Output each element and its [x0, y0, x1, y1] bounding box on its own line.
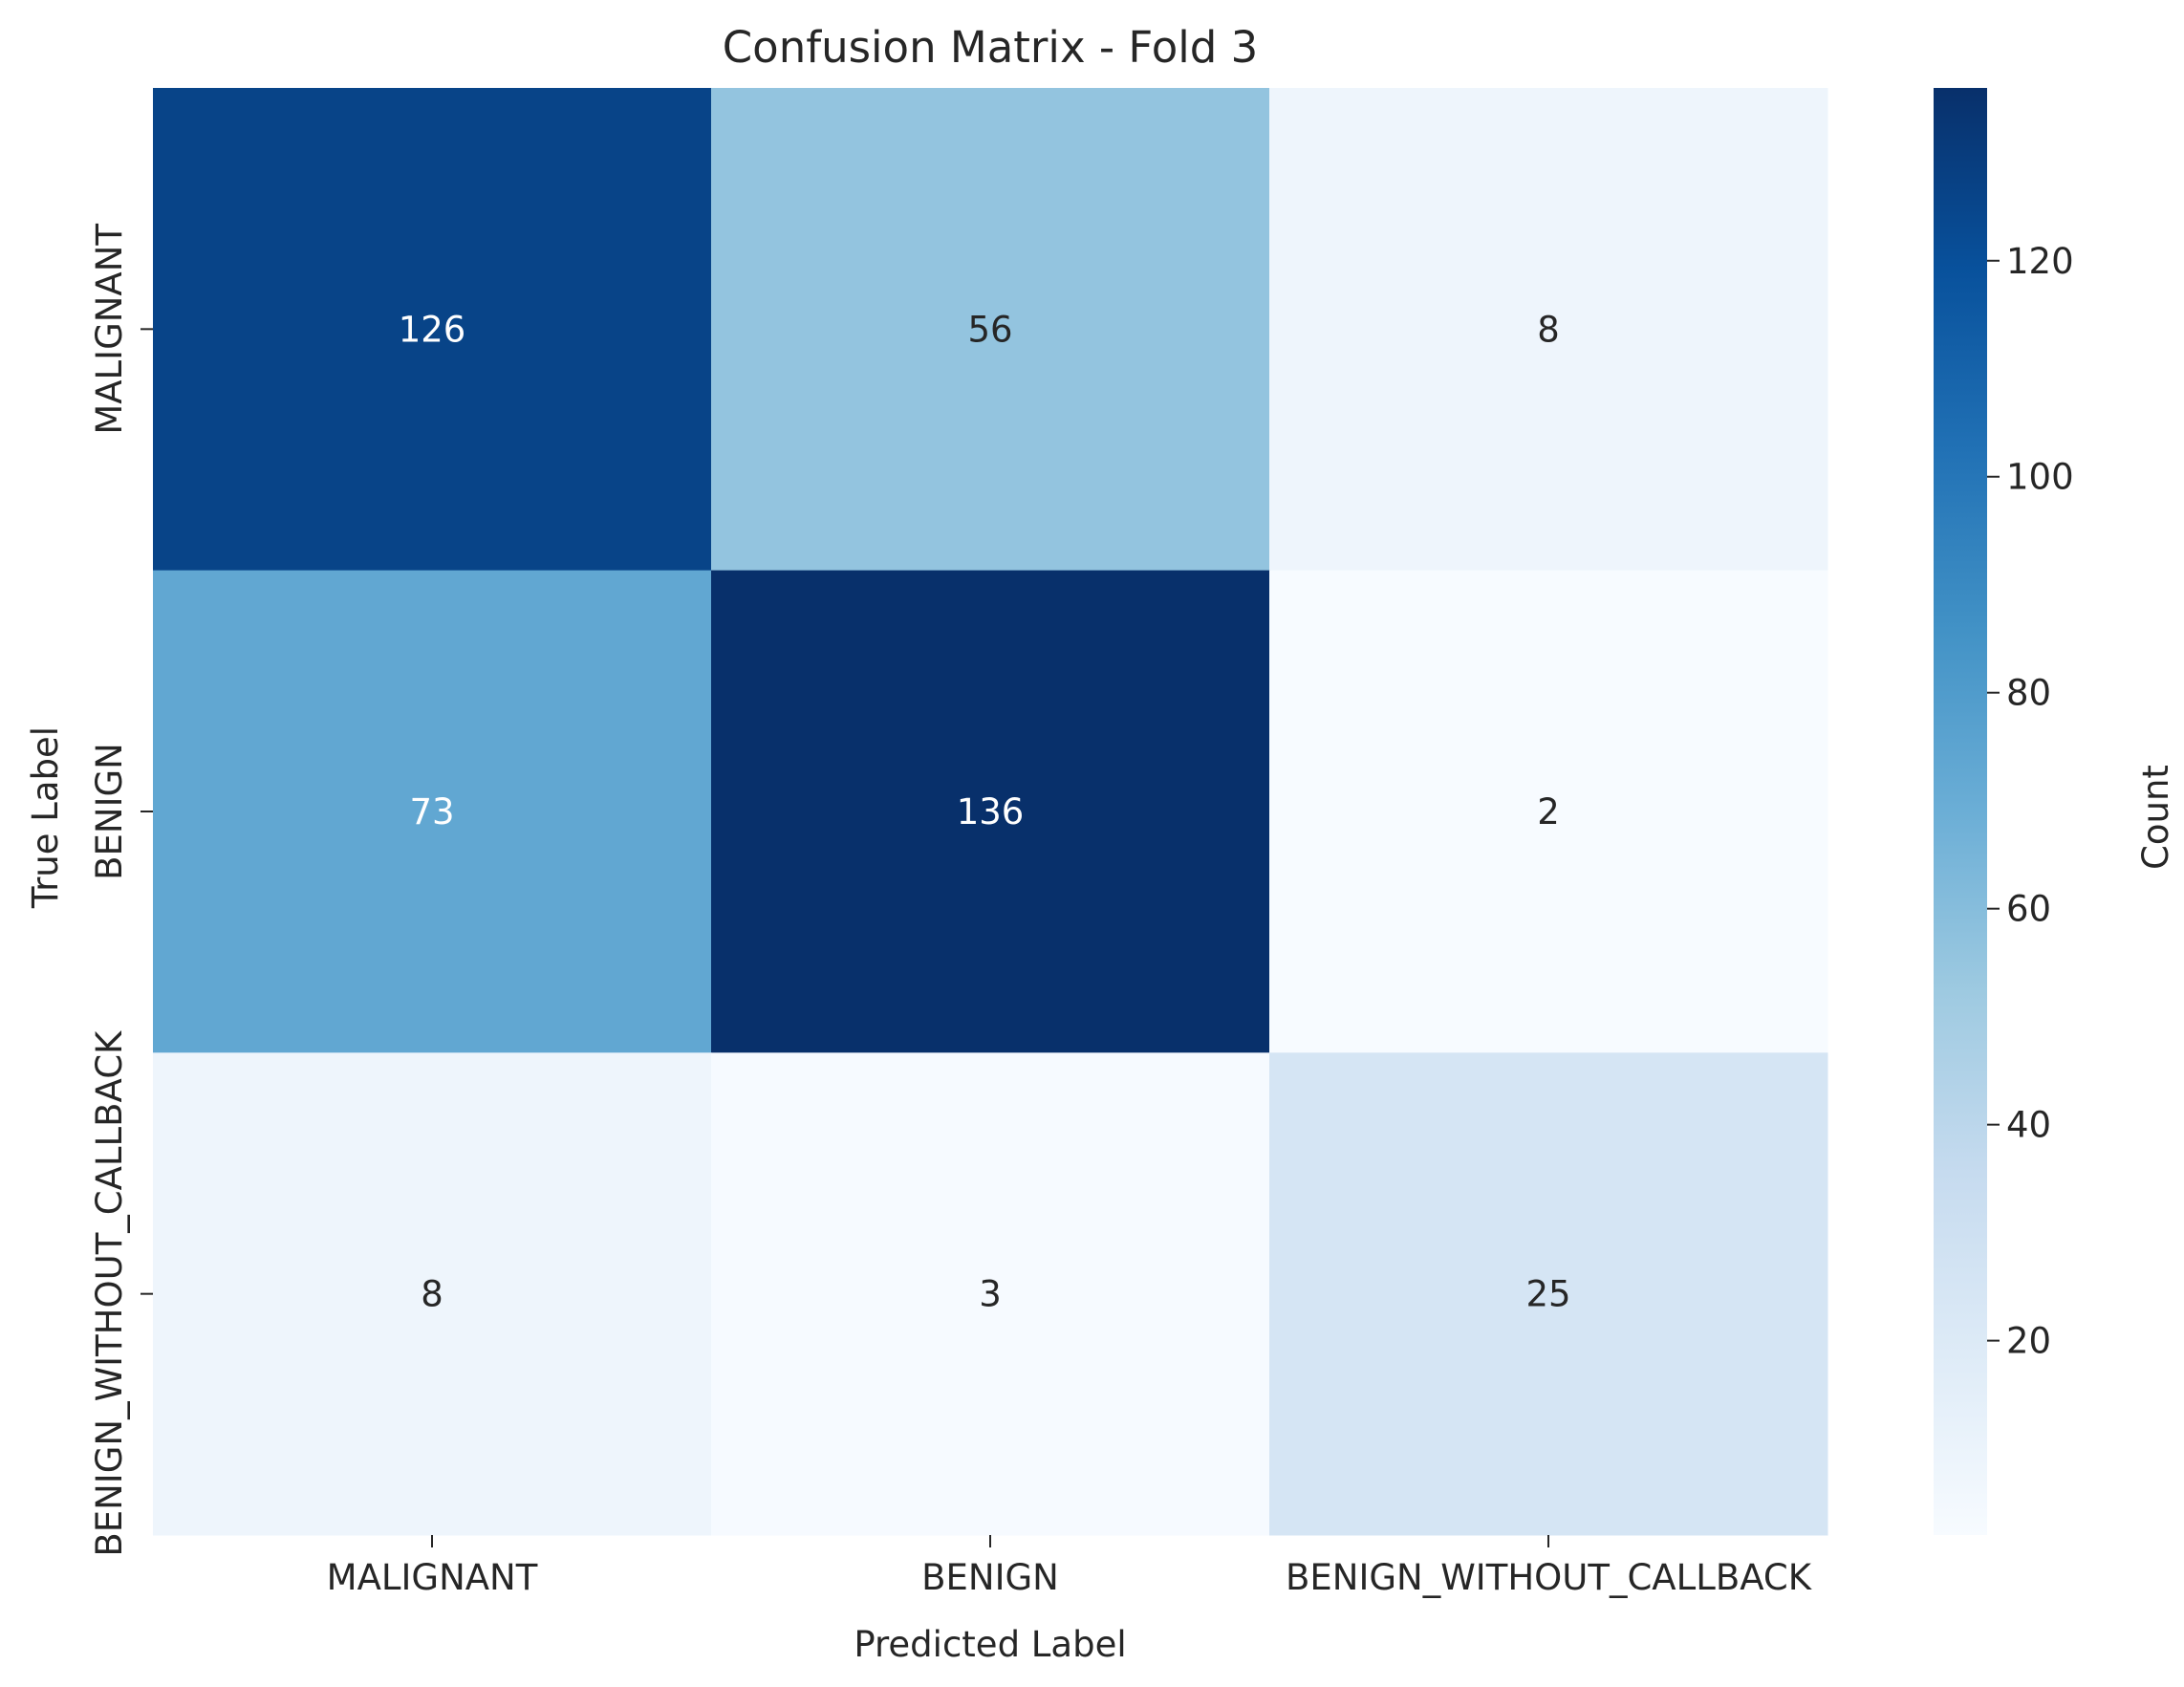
x-axis-label: Predicted Label — [854, 1624, 1126, 1665]
heatmap-cell — [711, 88, 1270, 572]
y-tick-label: BENIGN_WITHOUT_CALLBACK — [89, 1029, 130, 1557]
colorbar-ticks: 20 40 60 80 100 120 — [1987, 241, 2074, 1362]
heatmap-cell — [153, 570, 712, 1053]
x-axis-ticks: MALIGNANT BENIGN BENIGN_WITHOUT_CALLBACK — [327, 1535, 1813, 1598]
cell-value-label: 3 — [979, 1274, 1002, 1315]
y-axis-ticks: MALIGNANT BENIGN BENIGN_WITHOUT_CALLBACK — [89, 224, 153, 1557]
chart-title: Confusion Matrix - Fold 3 — [723, 22, 1258, 73]
y-tick-label: BENIGN — [89, 743, 130, 880]
x-tick-label: MALIGNANT — [327, 1557, 538, 1598]
colorbar-label: Count — [2135, 765, 2176, 870]
heatmap-cell — [711, 570, 1270, 1053]
heatmap-cell — [153, 88, 712, 572]
heatmap-cells — [153, 88, 1828, 1536]
cell-value-label: 25 — [1525, 1274, 1570, 1315]
colorbar-tick-label: 40 — [2006, 1105, 2051, 1146]
x-tick-label: BENIGN — [921, 1557, 1059, 1598]
cell-value-label: 8 — [1537, 309, 1560, 350]
y-axis-label: True Label — [25, 726, 66, 909]
x-tick-label: BENIGN_WITHOUT_CALLBACK — [1286, 1557, 1813, 1598]
heatmap-cell — [153, 1052, 712, 1536]
cell-value-label: 136 — [957, 791, 1025, 833]
cell-annotations: 126 56 8 73 136 2 8 3 25 — [399, 309, 1571, 1314]
colorbar-tick-label: 20 — [2006, 1321, 2051, 1362]
y-tick-label: MALIGNANT — [89, 224, 130, 435]
cell-value-label: 126 — [399, 309, 466, 350]
colorbar-tick-label: 60 — [2006, 889, 2051, 930]
cell-value-label: 73 — [409, 791, 454, 833]
heatmap-cell — [711, 1052, 1270, 1536]
colorbar-tick-label: 100 — [2006, 457, 2074, 498]
cell-value-label: 2 — [1537, 791, 1560, 833]
colorbar — [1934, 88, 1987, 1535]
heatmap-cell — [1269, 1052, 1828, 1536]
cell-value-label: 8 — [421, 1274, 443, 1315]
heatmap-cell — [1269, 88, 1828, 572]
colorbar-tick-label: 120 — [2006, 241, 2074, 282]
cell-value-label: 56 — [967, 309, 1012, 350]
heatmap-cell — [1269, 570, 1828, 1053]
colorbar-tick-label: 80 — [2006, 673, 2051, 714]
